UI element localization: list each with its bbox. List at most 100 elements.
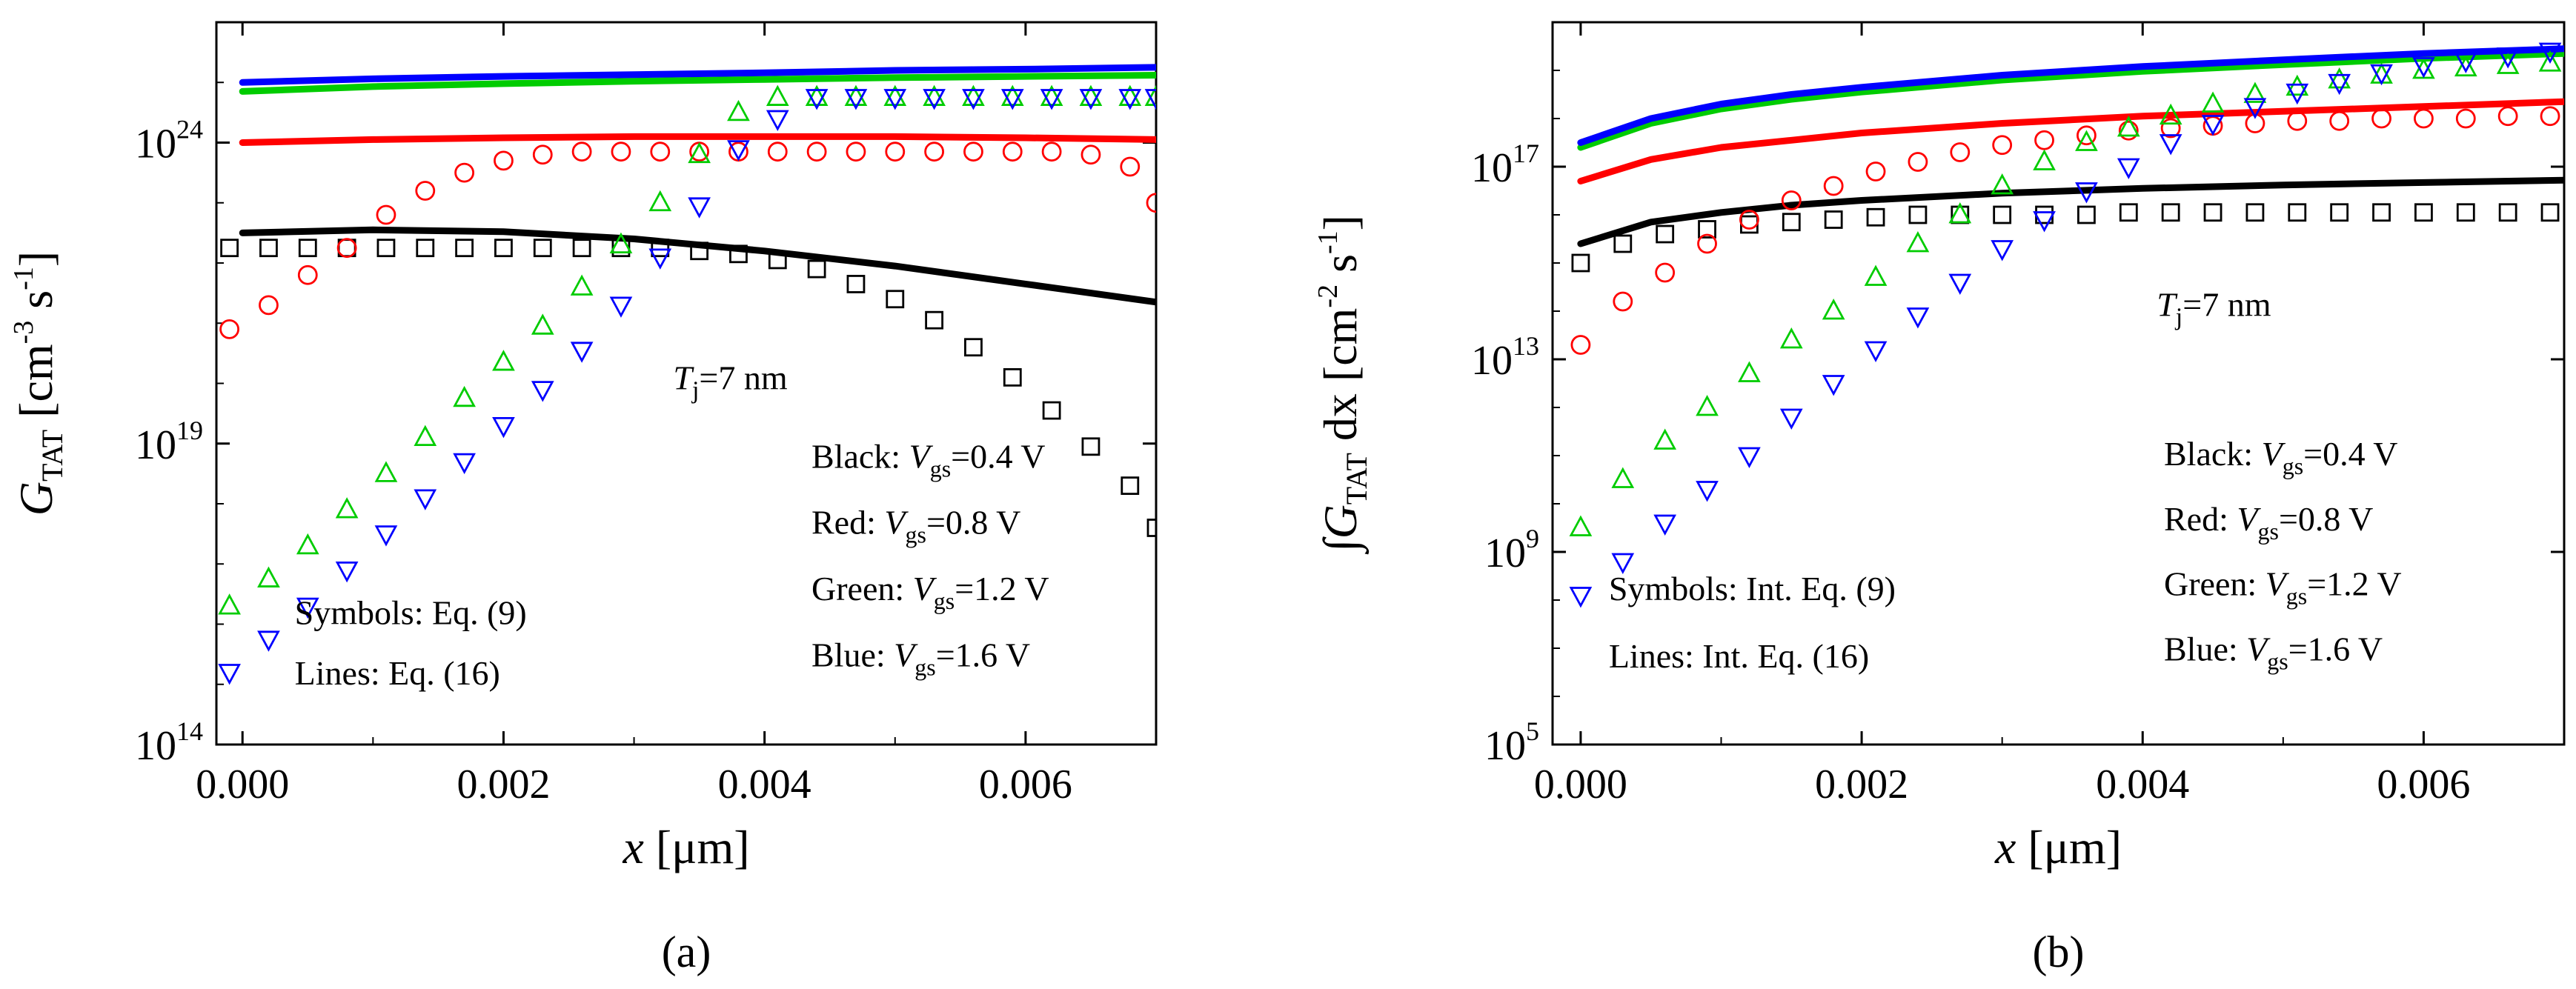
data-point-square xyxy=(964,338,983,357)
data-point-triangle-up xyxy=(2243,81,2267,103)
data-point-triangle-up xyxy=(1696,395,1719,416)
data-point-circle xyxy=(2414,108,2434,129)
data-point-triangle-up xyxy=(2075,130,2098,151)
y-axis-label: GTAT [cm-3 s-1] xyxy=(8,251,69,516)
data-point-square xyxy=(1782,213,1801,232)
data-point-triangle-down xyxy=(1118,89,1142,110)
data-point-square xyxy=(1613,234,1633,253)
data-point-triangle-down xyxy=(923,89,946,110)
data-point-triangle-down xyxy=(2496,47,2520,69)
data-point-square xyxy=(1824,210,1843,229)
data-point-triangle-up xyxy=(923,84,946,106)
legend-note: Lines: Int. Eq. (16) xyxy=(1609,637,1869,675)
x-tick-label: 0.002 xyxy=(457,762,550,807)
data-point-triangle-down xyxy=(453,453,476,475)
x-tick-label: 0.002 xyxy=(1815,762,1908,807)
data-point-circle xyxy=(846,141,866,162)
data-point-square xyxy=(1042,401,1061,420)
series-line-2 xyxy=(239,72,1156,95)
data-point-triangle-down xyxy=(2328,73,2351,96)
legend-note: Symbols: Int. Eq. (9) xyxy=(1609,570,1896,607)
data-point-triangle-down xyxy=(1000,89,1024,110)
series-line-1 xyxy=(1577,98,2564,184)
data-point-triangle-down xyxy=(688,197,711,219)
data-point-triangle-up xyxy=(1569,515,1593,536)
data-point-triangle-up xyxy=(492,350,515,371)
panel-label: (b) xyxy=(2033,928,2085,976)
data-point-triangle-down xyxy=(531,381,554,402)
data-point-triangle-down xyxy=(805,89,829,110)
data-point-triangle-down xyxy=(609,296,633,318)
data-point-circle xyxy=(1002,141,1023,162)
data-point-triangle-up xyxy=(374,461,398,482)
data-point-triangle-down xyxy=(2033,211,2056,233)
data-point-triangle-down xyxy=(962,89,985,110)
series-line-0 xyxy=(239,226,1156,306)
y-tick-label: 1024 xyxy=(135,115,203,167)
data-point-triangle-down xyxy=(1569,587,1593,608)
data-point-circle xyxy=(924,141,945,162)
data-point-circle xyxy=(1146,193,1156,213)
data-point-triangle-down xyxy=(1906,307,1930,329)
data-point-square xyxy=(1146,519,1156,537)
data-point-square xyxy=(1698,220,1716,239)
data-point-triangle-up xyxy=(2538,50,2562,72)
data-point-triangle-up xyxy=(1864,264,1888,286)
y-tick-label: 1013 xyxy=(1471,331,1539,384)
legend-entry: Blue: Vgs=1.6 V xyxy=(2164,630,2383,674)
legend-entry: Blue: Vgs=1.6 V xyxy=(811,636,1030,680)
data-point-square xyxy=(846,275,866,293)
x-tick-label: 0.000 xyxy=(196,762,289,807)
legend-entry: Black: Vgs=0.4 V xyxy=(2164,435,2397,479)
x-tick-label: 0.000 xyxy=(1534,762,1627,807)
data-point-circle xyxy=(1950,142,1971,162)
data-point-triangle-up xyxy=(1738,361,1761,382)
data-point-square xyxy=(690,242,709,261)
data-point-circle xyxy=(1041,141,1062,162)
x-tick-label: 0.004 xyxy=(718,762,811,807)
x-tick-label: 0.004 xyxy=(2096,762,2189,807)
legend-entry: Green: Vgs=1.2 V xyxy=(811,570,1049,614)
data-point-circle xyxy=(885,141,906,162)
data-point-triangle-down xyxy=(335,561,359,583)
data-point-square xyxy=(1571,253,1590,273)
data-point-triangle-down xyxy=(1144,89,1156,110)
data-point-triangle-down xyxy=(1779,408,1803,430)
data-point-triangle-down xyxy=(2075,182,2098,204)
data-point-square xyxy=(1740,215,1759,234)
data-point-triangle-up xyxy=(2159,103,2182,125)
data-point-triangle-up xyxy=(2117,116,2140,137)
data-point-square xyxy=(2203,203,2223,222)
x-axis-label: x [μm] xyxy=(1994,821,2122,873)
data-point-triangle-up xyxy=(2370,62,2393,84)
data-point-square xyxy=(807,259,826,279)
data-point-square xyxy=(572,239,591,258)
data-point-triangle-up xyxy=(962,84,985,106)
data-point-triangle-up xyxy=(1653,428,1677,450)
data-point-circle xyxy=(1865,161,1886,182)
data-point-triangle-up xyxy=(531,313,554,335)
data-point-triangle-up xyxy=(1906,231,1930,253)
data-point-circle xyxy=(415,181,436,201)
data-point-triangle-down xyxy=(2538,42,2562,64)
data-point-square xyxy=(2119,203,2138,222)
data-point-triangle-down xyxy=(2201,115,2225,136)
data-point-square xyxy=(533,239,552,258)
data-point-triangle-down xyxy=(2454,52,2477,73)
series-line-1 xyxy=(239,133,1156,146)
data-point-triangle-down xyxy=(844,89,868,110)
data-point-triangle-up xyxy=(1079,84,1103,106)
data-point-square xyxy=(1656,224,1675,244)
data-point-triangle-up xyxy=(1822,299,1845,320)
data-point-square xyxy=(925,310,944,330)
data-point-square xyxy=(729,244,748,264)
data-point-circle xyxy=(1120,156,1141,177)
data-point-circle xyxy=(2329,110,2350,131)
series-line-0 xyxy=(1577,176,2564,247)
data-point-square xyxy=(2245,203,2265,222)
data-point-square xyxy=(768,250,787,270)
data-point-square xyxy=(2372,203,2391,222)
data-point-triangle-up xyxy=(1948,202,1972,224)
data-point-triangle-up xyxy=(296,533,319,555)
